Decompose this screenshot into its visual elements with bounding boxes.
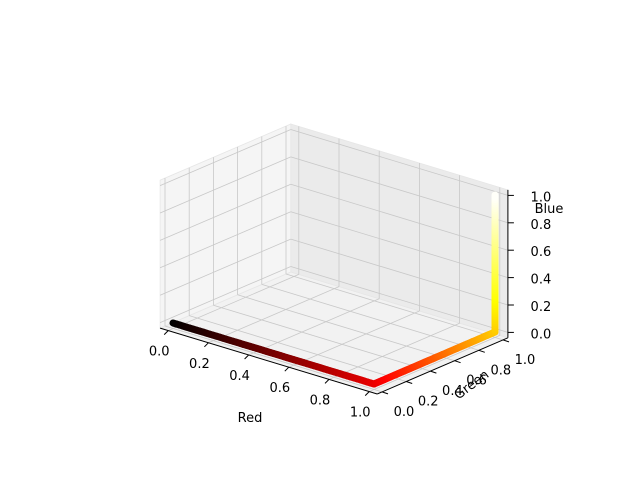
x-tick-label: 1.0 — [350, 406, 371, 421]
grid-line-z-back — [290, 183, 509, 251]
y-tick — [454, 360, 461, 364]
grid-line-y-floor — [285, 273, 504, 341]
x-tick-label: 0.8 — [310, 393, 331, 408]
grid-line-z-left — [159, 211, 291, 269]
grid-line-y-floor — [261, 284, 479, 351]
grid-line-z-back — [290, 211, 509, 278]
grid-line-x-floor — [168, 274, 299, 331]
x-tick — [163, 330, 169, 335]
grid-line-z-back — [290, 238, 509, 306]
y-tick-label: 1.0 — [515, 353, 536, 368]
x-tick-label: 0.4 — [229, 369, 250, 384]
tick-labels: 0.00.20.40.60.81.0 0.00.20.40.60.81.00.00… — [149, 190, 551, 420]
grid-line-y-floor — [237, 294, 455, 362]
grid-lines — [159, 126, 509, 393]
y-tick — [478, 349, 485, 353]
grid-line-x-floor — [288, 310, 420, 368]
z-tick-label: 1.0 — [531, 190, 552, 205]
x-tick-label: 0.6 — [269, 381, 290, 396]
grid-line-z-left — [159, 238, 291, 296]
y-tick-label: 0.2 — [418, 395, 439, 410]
grid-line-z-left — [159, 156, 291, 214]
grid-line-z-left — [159, 129, 291, 186]
y-axis-line — [377, 337, 509, 395]
grid-line-z-back — [290, 129, 509, 196]
x-tick — [324, 379, 330, 384]
grid-line-z-back — [290, 266, 509, 333]
grid-line-z-left — [159, 266, 291, 323]
tick-marks — [163, 194, 514, 396]
z-axis-label: Blue — [535, 202, 564, 217]
z-tick-label: 0.2 — [531, 300, 552, 315]
grid-line-z-back — [290, 156, 509, 224]
series-line — [169, 191, 499, 388]
grid-line-z-left — [159, 183, 291, 241]
y-tick — [381, 391, 389, 395]
z-tick-label: 0.8 — [531, 218, 552, 233]
y-tick-label: 0.4 — [442, 384, 463, 399]
grid-line-y-floor — [213, 304, 431, 372]
axis-lines — [159, 189, 509, 395]
left-pane — [159, 123, 292, 329]
x-tick-label: 0.2 — [189, 357, 210, 372]
y-tick-label: 0.0 — [394, 405, 415, 420]
grid-line-x-floor — [328, 322, 460, 380]
x-axis-label: Red — [238, 411, 263, 426]
grid-line-x-floor — [248, 298, 380, 356]
y-tick — [502, 339, 510, 343]
x-tick — [244, 354, 249, 360]
axis-panes — [158, 123, 510, 395]
grid-line-y-floor — [164, 325, 383, 393]
y-tick — [430, 370, 437, 374]
z-tick-label: 0.0 — [531, 327, 552, 342]
y-tick-label: 0.6 — [466, 374, 487, 389]
x-axis-line — [159, 327, 378, 395]
x-tick — [284, 366, 290, 372]
grid-line-x-floor — [369, 335, 500, 392]
x-tick — [204, 342, 209, 348]
y-tick-label: 0.8 — [490, 363, 511, 378]
z-tick-label: 0.4 — [531, 273, 552, 288]
x-tick — [364, 391, 370, 396]
grid-line-y-floor — [189, 315, 407, 382]
z-tick-label: 0.6 — [531, 245, 552, 260]
y-tick — [406, 381, 413, 384]
grid-line-x-floor — [208, 286, 340, 344]
x-tick-label: 0.0 — [149, 345, 170, 360]
